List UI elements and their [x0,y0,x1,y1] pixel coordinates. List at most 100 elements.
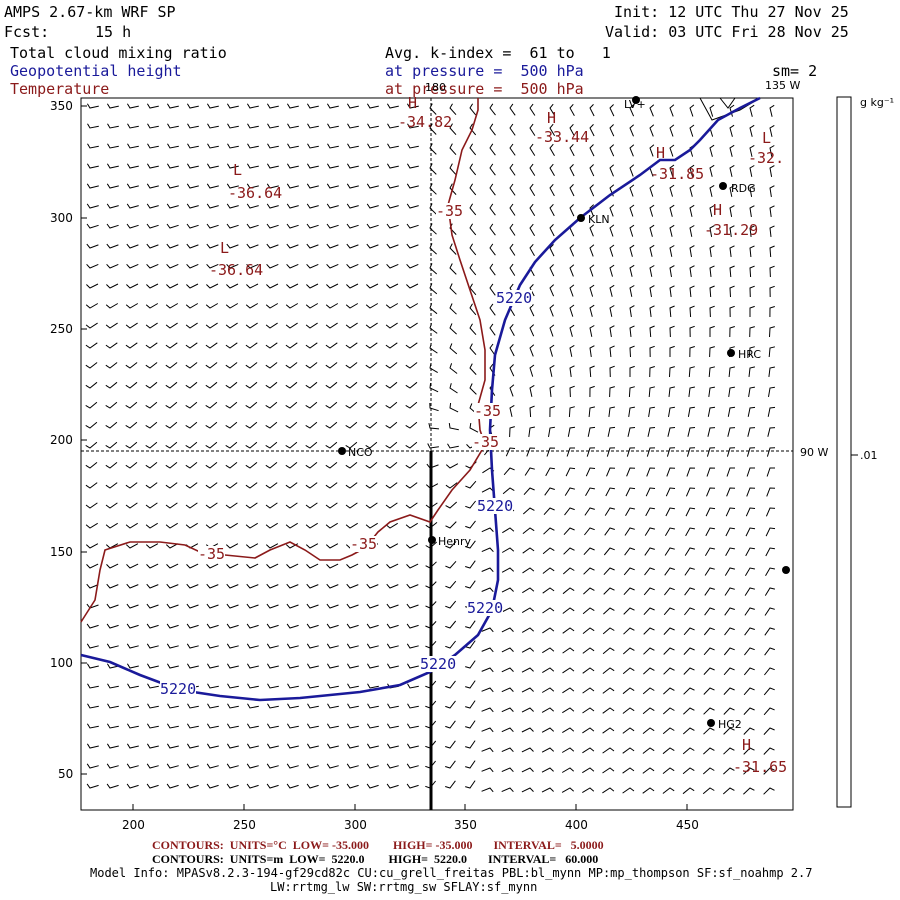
wind-barb [529,364,535,377]
wind-barb [707,406,716,417]
wind-barb [306,243,319,249]
wind-barb [749,305,755,317]
wind-barb [629,164,635,177]
wind-barb [583,547,595,556]
wind-barb [386,643,399,649]
wind-barb [589,124,595,137]
wind-barb [347,703,359,709]
wind-barb [445,482,458,489]
wind-barb [725,527,735,537]
wind-barb [285,362,298,369]
wind-barb [569,365,575,377]
wind-barb [325,381,338,389]
wind-barb [689,225,695,237]
wind-barb [406,643,419,649]
wind-barb [205,502,218,509]
wind-barb [664,587,675,596]
wind-barb [265,401,278,409]
wind-barb [325,462,338,469]
wind-barb [325,522,338,529]
wind-barb [306,723,319,729]
wind-barb [685,527,695,537]
wind-barb [529,223,536,237]
wind-barb [146,203,159,209]
wind-barb [105,401,118,409]
wind-barb [669,124,675,137]
wind-barb [385,441,398,449]
wind-barb [669,224,675,237]
wind-barb [449,323,457,335]
wind-barb [205,303,219,309]
wind-barb [106,743,119,749]
wind-barb [445,680,456,689]
wind-barb [187,123,199,129]
wind-barb [669,245,675,257]
wind-barb [529,103,536,116]
wind-barb [145,303,159,309]
wind-barb [87,143,99,149]
y-tick-label: 350 [50,99,73,113]
wind-barb [86,183,99,189]
field-geopotential: Geopotential height [10,62,182,80]
wind-barb [445,620,457,629]
wind-barb [387,143,399,149]
wind-barb [266,723,279,729]
wind-barb [549,324,555,337]
station-dot [719,182,727,190]
wind-barb [106,583,119,589]
wind-barb [569,304,575,317]
wind-barb [125,421,138,429]
wind-barb [769,104,775,117]
wind-barb [686,447,696,457]
wind-barb [246,783,259,789]
wind-barb [385,462,398,469]
wind-barb [206,763,219,769]
wind-barb [662,747,675,755]
wind-barb [366,663,379,669]
wind-barb [147,123,159,129]
wind-barb [729,225,735,237]
wind-barb [704,547,715,556]
wind-barb [703,627,715,636]
wind-barb [541,767,554,773]
wind-barb [548,426,555,437]
y-tick-label: 300 [50,211,73,225]
wind-barb [345,522,358,529]
wind-barb [107,123,119,129]
wind-barb [449,363,458,374]
wind-barb [206,203,219,209]
wind-barb [562,727,575,734]
wind-barb [365,322,378,329]
wind-barb [366,103,379,109]
wind-barb [602,707,615,714]
wind-barb [347,143,359,149]
wind-barb [465,760,476,769]
wind-barb [245,482,258,489]
wind-barb [286,163,299,169]
wind-barb [107,143,119,149]
wind-barb [345,421,358,429]
wind-barb [682,727,695,735]
wind-barb [709,346,715,358]
wind-barb [226,563,239,569]
wind-barb [603,567,615,576]
pressure-height: at pressure = 500 hPa [385,62,584,80]
wind-barb [649,124,655,137]
wind-barb [642,787,655,794]
wind-barb [569,344,575,357]
wind-barb [346,283,359,289]
station-label: KLN [588,213,610,226]
wind-barb [766,487,776,497]
wind-barb [689,265,695,277]
wind-barb [465,640,476,649]
wind-barb [225,362,238,369]
wind-barb [186,663,199,669]
wind-barb [502,487,515,495]
wind-barb [205,322,218,329]
wind-barb [629,325,635,337]
wind-barb [185,502,198,509]
wind-barb [366,783,379,789]
wind-barb [246,623,259,629]
wind-barb [106,763,119,769]
wind-barb [501,707,514,713]
